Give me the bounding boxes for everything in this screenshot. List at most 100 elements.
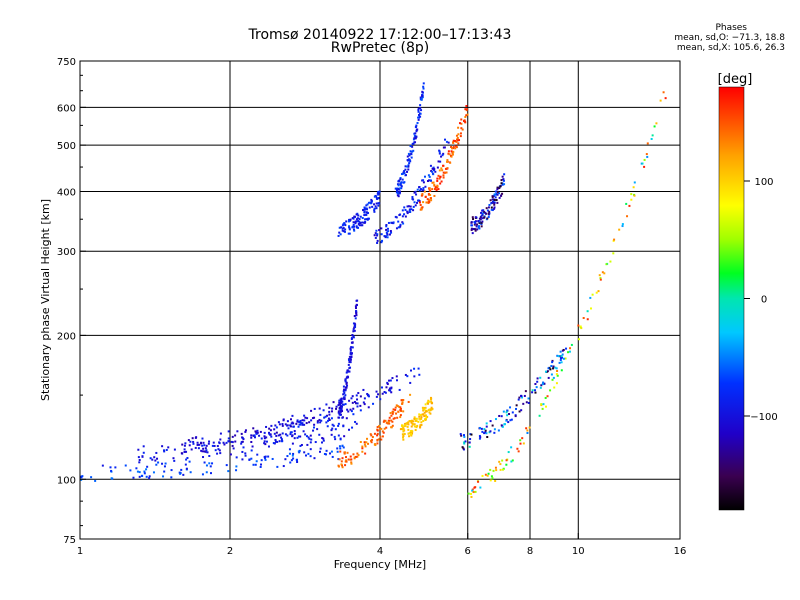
y-tick-label: 200 [57, 331, 76, 342]
data-point [370, 200, 373, 203]
data-point [498, 186, 501, 189]
data-point [410, 434, 413, 437]
data-point [402, 430, 405, 433]
data-point [343, 388, 346, 391]
data-point [494, 466, 497, 469]
data-point [151, 458, 154, 461]
data-point [369, 439, 372, 442]
data-point [547, 367, 550, 370]
data-point [471, 232, 474, 235]
data-point [259, 430, 262, 433]
data-point [493, 194, 496, 197]
data-point [491, 200, 494, 203]
data-point [569, 347, 572, 350]
data-point [380, 386, 383, 389]
data-point [359, 222, 362, 225]
data-point [227, 430, 230, 433]
data-point [463, 441, 466, 444]
data-point [277, 421, 280, 424]
data-point [350, 337, 353, 340]
data-point [407, 423, 410, 426]
data-point [353, 229, 356, 232]
data-point [399, 223, 402, 226]
data-point [473, 223, 476, 226]
data-point [401, 209, 404, 212]
data-point [418, 200, 421, 203]
data-point [428, 200, 431, 203]
data-point [145, 475, 148, 478]
data-point [299, 423, 302, 426]
data-point [181, 443, 184, 446]
data-point [476, 223, 479, 226]
data-point [353, 400, 356, 403]
data-point [494, 479, 497, 482]
data-point [493, 207, 496, 210]
data-point [483, 432, 486, 435]
data-point [406, 375, 409, 378]
data-point [241, 450, 244, 453]
data-point [632, 186, 635, 189]
data-point [408, 159, 411, 162]
data-point [321, 441, 324, 444]
data-point [370, 201, 373, 204]
data-point [155, 451, 158, 454]
data-point [598, 274, 601, 277]
data-point [420, 416, 423, 419]
data-point [351, 395, 354, 398]
data-point [227, 437, 230, 440]
data-point [363, 210, 366, 213]
data-point [185, 467, 188, 470]
data-point [333, 435, 336, 438]
data-point [354, 326, 357, 329]
data-point [367, 406, 370, 409]
data-point [269, 433, 272, 436]
data-point [367, 201, 370, 204]
data-point [350, 341, 353, 344]
phase-x-stats: mean, sd,X: 105.6, 26.3 [676, 43, 785, 53]
data-point [489, 468, 492, 471]
data-point [401, 221, 404, 224]
data-point [366, 218, 369, 221]
data-point [475, 225, 478, 228]
data-point [403, 181, 406, 184]
data-point [414, 429, 417, 432]
data-point [142, 451, 145, 454]
data-point [367, 394, 370, 397]
data-point [291, 442, 294, 445]
data-point [381, 392, 384, 395]
data-point [400, 181, 403, 184]
data-point [303, 451, 306, 454]
data-point [484, 429, 487, 432]
data-point [523, 394, 526, 397]
data-point [306, 443, 309, 446]
data-point [322, 437, 325, 440]
data-point [419, 107, 422, 110]
data-point [428, 188, 431, 191]
data-point [254, 436, 257, 439]
data-point [457, 142, 460, 145]
data-point [394, 187, 397, 190]
data-point [348, 370, 351, 373]
data-point [338, 458, 341, 461]
data-point [386, 236, 389, 239]
data-point [375, 395, 378, 398]
data-point [392, 221, 395, 224]
data-point [446, 160, 449, 163]
data-point [303, 414, 306, 417]
data-point [377, 193, 380, 196]
data-point [522, 442, 525, 445]
data-point [338, 445, 341, 448]
data-point [502, 179, 505, 182]
data-point [460, 118, 463, 121]
data-point [410, 432, 413, 435]
data-point [352, 217, 355, 220]
data-point [334, 428, 337, 431]
data-point [343, 452, 346, 455]
data-point [501, 175, 504, 178]
data-point [94, 479, 97, 482]
data-point [349, 408, 352, 411]
data-point [209, 472, 212, 475]
data-point [269, 429, 272, 432]
data-point [361, 217, 364, 220]
data-point [409, 381, 412, 384]
